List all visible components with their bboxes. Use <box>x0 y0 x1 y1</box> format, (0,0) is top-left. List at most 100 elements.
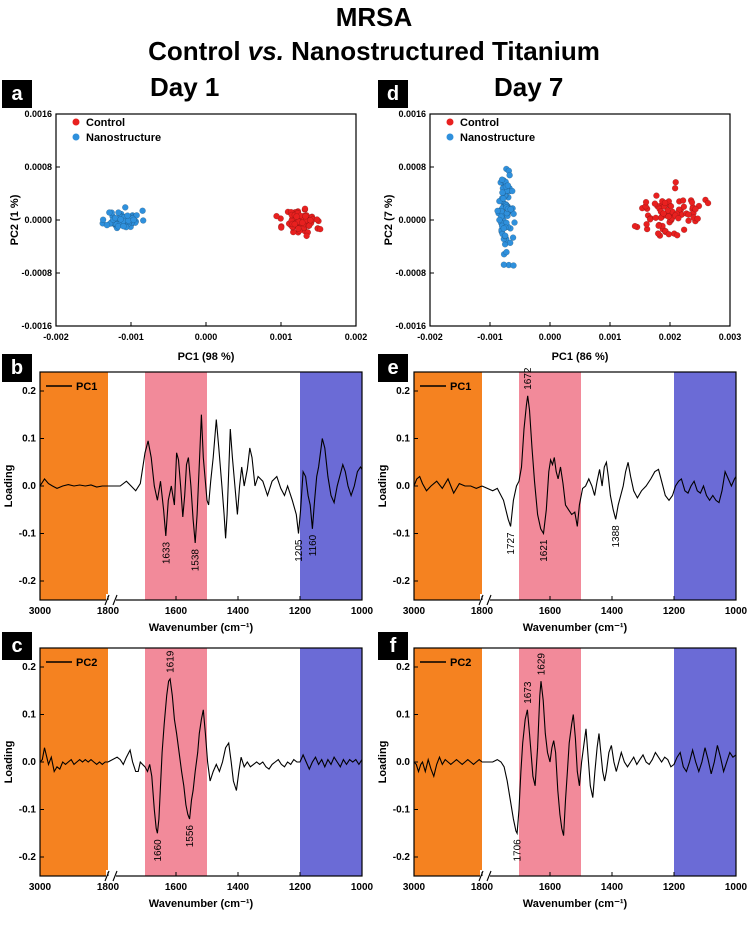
scatter-chart-day1: -0.002 -0.001 0.000 0.001 0.002 -0.0016 -0.000… <box>9 109 368 363</box>
peak-label: 1727 <box>506 532 517 555</box>
scatter-point-control <box>631 222 639 230</box>
scatter-point-nanostructure <box>498 176 506 183</box>
y-tick-label: 0.0008 <box>24 162 52 172</box>
legend-label: PC2 <box>450 657 471 669</box>
peak-label: 1706 <box>513 839 524 862</box>
scatter-point-nanostructure <box>99 216 107 223</box>
y-tick-label: 0.0 <box>22 481 36 492</box>
x-tick-label: 1400 <box>601 882 624 893</box>
x-tick-label: 1000 <box>351 606 374 617</box>
scatter-point-nanostructure <box>501 232 509 239</box>
x-tick-label: 1200 <box>663 882 686 893</box>
x-tick-label: -0.002 <box>417 332 443 342</box>
x-tick-label: 1400 <box>227 606 250 617</box>
legend-marker-nanostructure <box>72 133 80 141</box>
scatter-point-control <box>302 213 309 220</box>
scatter-point-nanostructure <box>500 261 508 268</box>
x-tick-label: -0.001 <box>118 332 144 342</box>
y-tick-label: -0.2 <box>19 852 37 863</box>
y-axis-label: PC2 (1 %) <box>9 194 21 245</box>
x-tick-label: 1800 <box>97 882 120 893</box>
highlight-band <box>145 372 207 600</box>
scatter-point-nanostructure <box>139 207 146 215</box>
x-tick-label: 0.001 <box>599 332 622 342</box>
x-axis-label: Wavenumber (cm⁻¹) <box>523 622 628 634</box>
x-tick-label: 1600 <box>165 606 188 617</box>
loading-line-low <box>108 414 363 544</box>
y-tick-label: 0.1 <box>22 710 36 721</box>
y-tick-label: 0.1 <box>396 434 410 445</box>
scatter-point-control <box>643 221 650 228</box>
y-tick-label: -0.0016 <box>21 321 52 331</box>
y-tick-label: 0.2 <box>396 662 410 673</box>
scatter-point-nanostructure <box>503 248 510 256</box>
y-tick-label: 0.1 <box>396 710 410 721</box>
x-tick-label: 0.002 <box>659 332 682 342</box>
x-tick-label: 1000 <box>351 882 374 893</box>
scatter-point-nanostructure <box>499 189 506 196</box>
legend-marker-nanostructure <box>446 133 454 141</box>
y-tick-label: -0.1 <box>19 805 37 816</box>
scatter-point-control <box>642 198 650 206</box>
peak-label: 1629 <box>537 653 548 676</box>
x-tick-label: -0.002 <box>43 332 69 342</box>
y-tick-label: -0.1 <box>19 529 37 540</box>
scatter-point-nanostructure <box>507 206 514 213</box>
panel-label-f: f <box>378 632 408 660</box>
scatter-point-nanostructure <box>120 222 127 230</box>
scatter-point-control <box>652 214 660 222</box>
peak-label: 1205 <box>294 539 305 562</box>
scatter-point-control <box>291 220 299 228</box>
scatter-point-control <box>692 205 699 213</box>
figure-title-line2: Control vs. Nanostructured Titanium <box>148 36 600 66</box>
y-axis-label: Loading <box>3 465 15 508</box>
x-tick-label: 1800 <box>471 606 494 617</box>
y-tick-label: 0.0016 <box>398 109 426 119</box>
axis-break-gap <box>106 594 116 606</box>
scatter-point-nanostructure <box>103 221 111 229</box>
scatter-chart-day7: -0.002 -0.001 0.000 0.001 0.002 0.003 -0.0016 -… <box>383 109 741 363</box>
x-tick-label: 1000 <box>725 606 748 617</box>
scatter-point-nanostructure <box>510 262 517 269</box>
scatter-point-nanostructure <box>139 217 147 224</box>
scatter-point-control <box>685 211 692 218</box>
loading-line-low <box>482 681 737 836</box>
scatter-point-control <box>654 230 662 237</box>
y-axis-label: PC2 (7 %) <box>383 194 395 245</box>
y-tick-label: -0.0008 <box>21 268 52 278</box>
panel-label-c: c <box>2 632 32 660</box>
legend-marker-control <box>72 118 80 126</box>
scatter-point-control <box>313 216 321 223</box>
x-tick-label: 0.002 <box>345 332 368 342</box>
y-tick-label: -0.2 <box>393 852 411 863</box>
scatter-point-nanostructure <box>511 219 518 226</box>
peak-label: 1672 <box>523 367 534 390</box>
scatter-point-control <box>664 207 672 214</box>
y-tick-label: -0.1 <box>393 529 411 540</box>
scatter-point-control <box>667 202 675 210</box>
y-tick-label: 0.2 <box>22 662 36 673</box>
peak-label: 1556 <box>185 825 196 848</box>
legend-label-control: Control <box>86 117 125 129</box>
x-tick-label: 0.000 <box>195 332 218 342</box>
scatter-point-nanostructure <box>115 209 122 216</box>
scatter-point-nanostructure <box>494 207 501 215</box>
y-tick-label: 0.0 <box>22 757 36 768</box>
x-tick-label: 3000 <box>403 606 426 617</box>
x-tick-label: 1200 <box>663 606 686 617</box>
y-tick-label: -0.1 <box>393 805 411 816</box>
x-tick-label: 1600 <box>165 882 188 893</box>
legend-label: PC1 <box>76 381 97 393</box>
x-tick-label: 1200 <box>289 606 312 617</box>
scatter-point-control <box>646 216 654 223</box>
legend-label: PC2 <box>76 657 97 669</box>
scatter-point-control <box>680 203 688 211</box>
peak-label: 1160 <box>308 534 319 556</box>
scatter-point-control <box>679 197 687 204</box>
scatter-point-nanostructure <box>509 234 517 241</box>
scatter-point-control <box>680 226 688 234</box>
highlight-band <box>674 372 736 600</box>
x-tick-label: 1000 <box>725 882 748 893</box>
loading-line-low <box>107 677 363 834</box>
peak-label: 1673 <box>523 681 534 704</box>
